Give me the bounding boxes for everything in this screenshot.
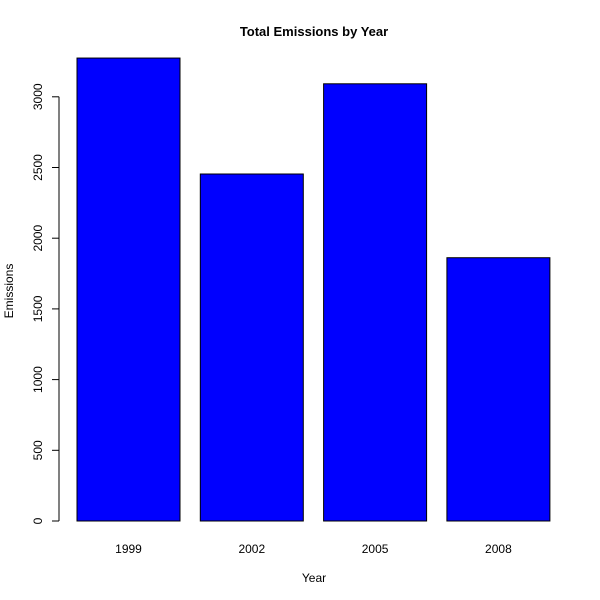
chart-title: Total Emissions by Year bbox=[240, 24, 388, 39]
x-tick-label-1999: 1999 bbox=[115, 542, 142, 556]
bar-2008 bbox=[446, 257, 551, 522]
x-tick-label-2008: 2008 bbox=[485, 542, 512, 556]
y-axis: 0 500 1000 1500 2000 2500 3000 bbox=[31, 83, 60, 524]
y-tick-label-2500: 2500 bbox=[31, 154, 45, 181]
y-tick-label-2000: 2000 bbox=[31, 225, 45, 252]
x-tick-label-2002: 2002 bbox=[238, 542, 265, 556]
bars-group bbox=[76, 57, 551, 522]
y-tick-label-0: 0 bbox=[31, 517, 45, 524]
bar-1999 bbox=[76, 57, 181, 522]
bar-2002 bbox=[199, 173, 304, 522]
y-tick-label-3000: 3000 bbox=[31, 83, 45, 110]
bar-2005 bbox=[323, 83, 428, 522]
x-tick-label-2005: 2005 bbox=[362, 542, 389, 556]
x-axis-label: Year bbox=[302, 571, 326, 585]
y-axis-label: Emissions bbox=[2, 264, 16, 319]
y-tick-label-1000: 1000 bbox=[31, 366, 45, 393]
y-tick-label-500: 500 bbox=[31, 440, 45, 460]
x-tick-labels: 1999 2002 2005 2008 bbox=[115, 542, 512, 556]
y-tick-label-1500: 1500 bbox=[31, 295, 45, 322]
